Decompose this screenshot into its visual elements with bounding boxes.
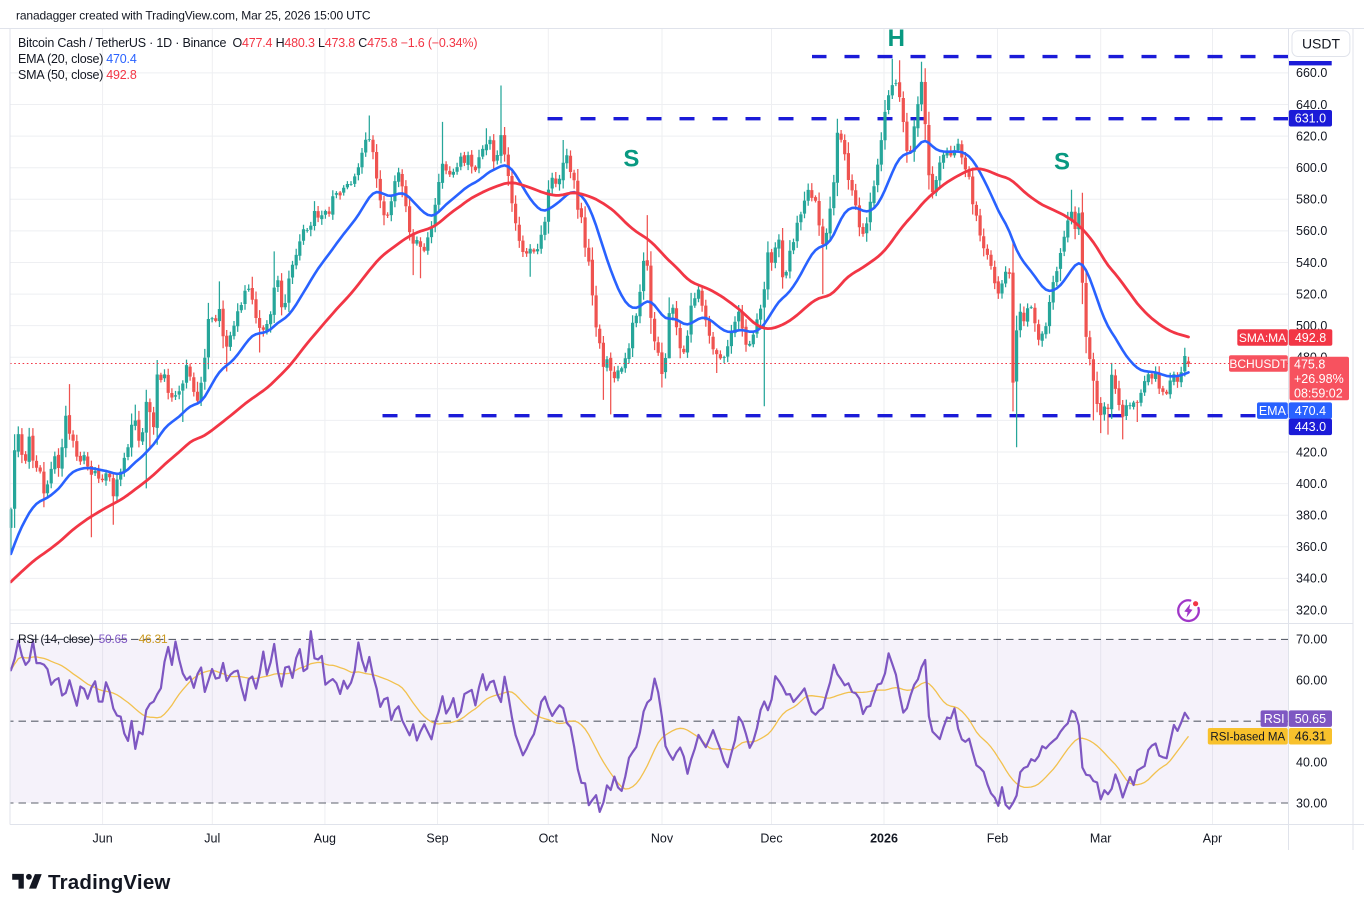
svg-text:443.0: 443.0 [1295, 420, 1326, 434]
svg-text:30.00: 30.00 [1296, 796, 1327, 810]
svg-text:540.0: 540.0 [1296, 256, 1327, 270]
svg-text:640.0: 640.0 [1296, 98, 1327, 112]
svg-text:Mar: Mar [1090, 832, 1112, 846]
svg-text:580.0: 580.0 [1296, 193, 1327, 207]
svg-text:Apr: Apr [1203, 832, 1222, 846]
svg-text:631.0: 631.0 [1295, 112, 1326, 126]
svg-text:EMA (20, close)470.4: EMA (20, close) 470.4 [18, 52, 137, 66]
svg-text:+26.98%: +26.98% [1294, 372, 1344, 386]
svg-text:360.0: 360.0 [1296, 540, 1327, 554]
svg-text:Jul: Jul [204, 832, 220, 846]
svg-text:492.8: 492.8 [1295, 331, 1326, 345]
svg-text:Dec: Dec [760, 832, 782, 846]
svg-text:Sep: Sep [426, 832, 448, 846]
svg-text:660.0: 660.0 [1296, 66, 1327, 80]
svg-text:560.0: 560.0 [1296, 224, 1327, 238]
svg-text:Oct: Oct [539, 832, 559, 846]
svg-text:Bitcoin Cash / TetherUS · 1D ·: Bitcoin Cash / TetherUS · 1D · Binance [18, 36, 226, 50]
svg-text:SMA (50, close)492.8: SMA (50, close) 492.8 [18, 68, 137, 82]
svg-text:40.00: 40.00 [1296, 755, 1327, 769]
svg-text:340.0: 340.0 [1296, 572, 1327, 586]
svg-text:RSI-based MA: RSI-based MA [1210, 732, 1285, 744]
svg-text:Nov: Nov [651, 832, 674, 846]
svg-text:Feb: Feb [987, 832, 1009, 846]
svg-text:USDT: USDT [1302, 36, 1341, 52]
svg-text:70.00: 70.00 [1296, 633, 1327, 647]
svg-text:320.0: 320.0 [1296, 603, 1327, 617]
svg-text:EMA: EMA [1259, 404, 1287, 418]
svg-text:380.0: 380.0 [1296, 509, 1327, 523]
svg-text:O477.4 H480.3 L473.8 C475.8 −1: O477.4 H480.3 L473.8 C475.8 −1.6 (−0.34%… [233, 36, 478, 50]
svg-text:08:59:02: 08:59:02 [1294, 387, 1343, 401]
svg-text:RSI: RSI [1264, 712, 1285, 726]
svg-text:ranadagger created with Tradin: ranadagger created with TradingView.com,… [16, 9, 371, 23]
svg-text:60.00: 60.00 [1296, 674, 1327, 688]
svg-text:BCHUSDT: BCHUSDT [1229, 357, 1288, 371]
svg-text:620.0: 620.0 [1296, 129, 1327, 143]
svg-text:600.0: 600.0 [1296, 161, 1327, 175]
svg-text:TradingView: TradingView [48, 871, 171, 894]
svg-text:420.0: 420.0 [1296, 445, 1327, 459]
svg-text:400.0: 400.0 [1296, 477, 1327, 491]
svg-text:50.65: 50.65 [1295, 712, 1326, 726]
svg-text:Jun: Jun [93, 832, 113, 846]
svg-text:Aug: Aug [314, 832, 336, 846]
svg-text:S: S [623, 145, 639, 172]
svg-text:46.31: 46.31 [1295, 730, 1326, 744]
svg-text:475.8: 475.8 [1294, 358, 1325, 372]
svg-text:470.4: 470.4 [1295, 404, 1326, 418]
svg-text:SMA:MA: SMA:MA [1239, 331, 1286, 345]
svg-text:S: S [1054, 148, 1070, 175]
svg-text:H: H [888, 25, 905, 52]
svg-text:520.0: 520.0 [1296, 287, 1327, 301]
svg-text:2026: 2026 [870, 832, 898, 846]
